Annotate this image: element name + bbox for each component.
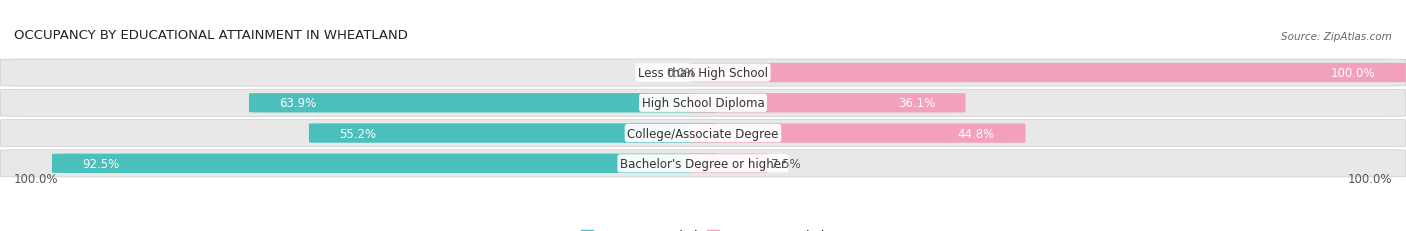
Text: 0.0%: 0.0%: [666, 67, 696, 80]
Text: 100.0%: 100.0%: [1347, 172, 1392, 185]
Text: OCCUPANCY BY EDUCATIONAL ATTAINMENT IN WHEATLAND: OCCUPANCY BY EDUCATIONAL ATTAINMENT IN W…: [14, 29, 408, 42]
FancyBboxPatch shape: [0, 60, 1406, 87]
Text: College/Associate Degree: College/Associate Degree: [627, 127, 779, 140]
FancyBboxPatch shape: [689, 124, 1025, 143]
Text: 36.1%: 36.1%: [898, 97, 935, 110]
Legend: Owner-occupied, Renter-occupied: Owner-occupied, Renter-occupied: [576, 224, 830, 231]
FancyBboxPatch shape: [249, 94, 717, 113]
FancyBboxPatch shape: [689, 94, 966, 113]
Text: Source: ZipAtlas.com: Source: ZipAtlas.com: [1281, 32, 1392, 42]
FancyBboxPatch shape: [689, 154, 769, 173]
FancyBboxPatch shape: [309, 124, 717, 143]
Text: 55.2%: 55.2%: [339, 127, 377, 140]
FancyBboxPatch shape: [0, 90, 1406, 117]
Text: 44.8%: 44.8%: [957, 127, 995, 140]
FancyBboxPatch shape: [52, 154, 717, 173]
Text: High School Diploma: High School Diploma: [641, 97, 765, 110]
Text: 100.0%: 100.0%: [1331, 67, 1375, 80]
Text: 100.0%: 100.0%: [14, 172, 59, 185]
FancyBboxPatch shape: [0, 120, 1406, 147]
Text: 63.9%: 63.9%: [280, 97, 316, 110]
Text: Less than High School: Less than High School: [638, 67, 768, 80]
Text: Bachelor's Degree or higher: Bachelor's Degree or higher: [620, 157, 786, 170]
FancyBboxPatch shape: [689, 64, 1406, 83]
FancyBboxPatch shape: [0, 150, 1406, 177]
Text: 92.5%: 92.5%: [83, 157, 120, 170]
Text: 7.5%: 7.5%: [772, 157, 801, 170]
